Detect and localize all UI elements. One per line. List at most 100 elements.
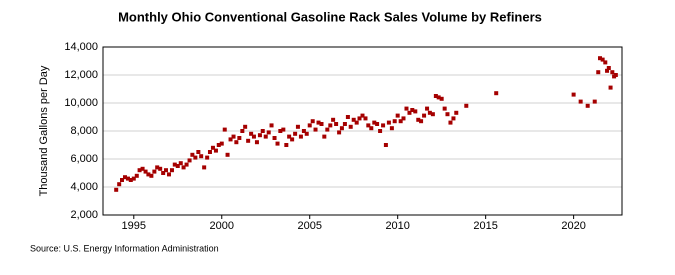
point: [301, 129, 306, 133]
point: [375, 122, 380, 126]
point: [451, 116, 456, 121]
point: [187, 158, 192, 163]
point: [290, 137, 295, 142]
point: [401, 116, 406, 121]
point: [425, 106, 430, 111]
point: [304, 131, 309, 136]
point: [207, 150, 212, 154]
point: [464, 103, 469, 108]
point: [155, 165, 160, 170]
x-tick-label: 2005: [297, 220, 321, 232]
point: [181, 165, 186, 170]
point: [149, 173, 154, 178]
point: [427, 110, 432, 115]
point: [269, 123, 274, 128]
point: [210, 145, 215, 150]
point: [237, 136, 242, 140]
point: [386, 120, 391, 125]
point: [395, 113, 400, 118]
point: [494, 91, 499, 96]
point: [260, 129, 265, 133]
point: [228, 137, 233, 142]
point: [608, 85, 613, 90]
point: [172, 162, 177, 167]
point: [125, 176, 130, 181]
point: [600, 57, 605, 62]
x-tick-label: 2000: [210, 220, 234, 232]
point: [339, 126, 344, 131]
point: [225, 152, 230, 157]
point: [134, 173, 139, 178]
point: [363, 116, 368, 121]
point: [381, 123, 386, 128]
point: [117, 182, 122, 187]
y-tick-label: 4,000: [70, 181, 98, 193]
point: [254, 140, 259, 145]
y-tick-label: 14,000: [64, 41, 98, 53]
point: [205, 155, 210, 160]
point: [392, 119, 397, 124]
point: [213, 148, 218, 153]
point: [184, 162, 189, 167]
point: [585, 103, 590, 108]
y-tick-label: 10,000: [64, 97, 98, 109]
point: [120, 178, 125, 182]
point: [422, 113, 427, 118]
point: [202, 165, 207, 170]
point: [605, 68, 610, 73]
point: [310, 119, 315, 124]
point: [128, 178, 133, 182]
point: [257, 133, 262, 138]
point: [190, 152, 195, 157]
point: [178, 161, 183, 166]
point: [319, 122, 324, 126]
point: [313, 127, 318, 132]
y-axis-label: Thousand Gallons per Day: [38, 65, 50, 196]
point: [158, 166, 163, 171]
point: [243, 124, 248, 129]
point: [196, 150, 201, 154]
point: [351, 117, 356, 122]
point: [131, 176, 136, 181]
point: [378, 129, 383, 133]
point: [331, 117, 336, 122]
point: [278, 129, 283, 133]
point: [439, 96, 444, 101]
y-tick-label: 8,000: [70, 125, 98, 137]
point: [163, 168, 168, 173]
y-tick-label: 12,000: [64, 69, 98, 81]
point: [342, 122, 347, 126]
point: [140, 166, 145, 171]
point: [433, 94, 438, 98]
point: [316, 120, 321, 125]
point: [398, 119, 403, 124]
point: [334, 122, 339, 126]
point: [598, 56, 603, 61]
point: [389, 126, 394, 131]
point: [166, 172, 171, 177]
point: [407, 110, 412, 115]
point: [606, 66, 611, 70]
point: [448, 120, 453, 125]
x-tick-label: 2020: [561, 220, 585, 232]
point: [383, 143, 388, 147]
point: [578, 99, 583, 104]
point: [222, 127, 227, 132]
source: Source: U.S. Energy Information Administ…: [30, 243, 219, 253]
point: [416, 117, 421, 122]
point: [596, 70, 601, 75]
point: [199, 154, 204, 159]
point: [322, 134, 327, 139]
point: [169, 168, 174, 173]
point: [357, 116, 362, 121]
point: [445, 112, 450, 117]
point: [372, 120, 377, 125]
point: [360, 113, 365, 118]
point: [613, 73, 618, 77]
point: [251, 134, 256, 139]
point: [152, 169, 157, 174]
point: [413, 109, 418, 114]
point: [348, 124, 353, 129]
point: [193, 155, 198, 160]
point: [454, 110, 459, 115]
